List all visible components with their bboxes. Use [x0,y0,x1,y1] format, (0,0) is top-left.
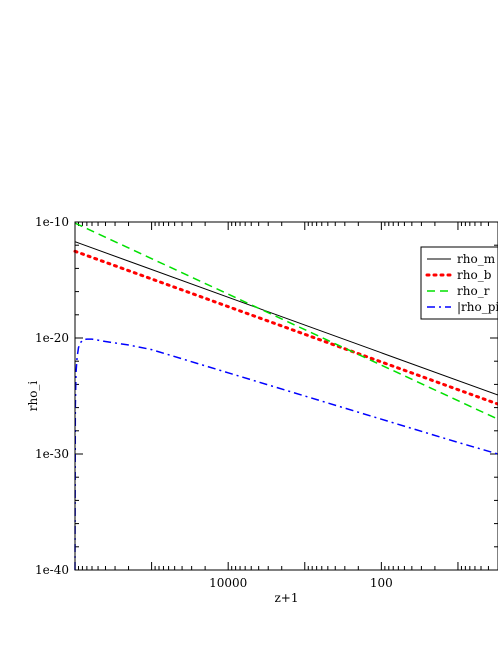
series-line-rho-b [73,249,498,406]
y-tick-label: 1e-40 [35,563,69,577]
x-tick-label: 10000 [209,576,247,590]
y-tick-label: 1e-30 [35,447,69,461]
series-line-rho-pi [74,338,498,571]
legend-label: rho_r [457,284,490,298]
plot-frame [74,221,498,571]
tick-labels: 10000 100 1e-10 1e-20 1e-30 1e-40 [35,215,393,590]
plot-area [73,221,498,571]
y-tick-label: 1e-10 [35,215,69,229]
legend-label: |rho_pi [457,300,498,314]
series-layer [73,222,498,571]
legend-label: rho_m [457,252,496,266]
series-line-rho-m [74,241,498,396]
y-tick-label: 1e-20 [35,331,69,345]
axis-ticks [74,221,498,571]
x-axis-label: z+1 [274,591,298,605]
x-tick-label: 100 [370,576,393,590]
legend-label: rho_b [457,268,492,282]
y-axis-label: rho_i [26,381,40,412]
legend: rho_m rho_b rho_r |rho_pi [420,246,498,320]
